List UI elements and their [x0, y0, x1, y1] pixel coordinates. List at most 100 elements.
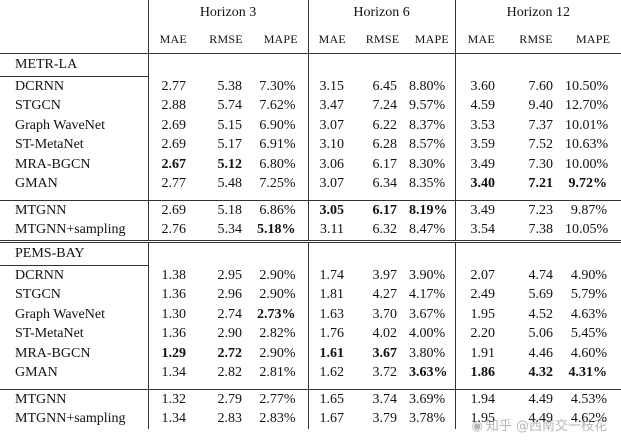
- metric-value: 2.83%: [254, 409, 309, 429]
- section-spacer: [455, 53, 508, 77]
- metric-value: 2.90%: [254, 265, 309, 286]
- section-title: METR-LA: [0, 53, 149, 77]
- metric-value: 1.32: [161, 391, 187, 407]
- gap-cell: [565, 194, 621, 201]
- metric-value: 7.38: [528, 222, 554, 238]
- metric-value: 8.30%: [409, 155, 456, 175]
- metric-value: 1.29: [161, 345, 187, 361]
- model-name: GMAN: [0, 363, 149, 383]
- metric-value: 8.35%: [409, 174, 456, 194]
- gap-cell: [507, 383, 566, 390]
- metric-value: 1.34: [161, 365, 187, 381]
- header-metric-row: MAE RMSE MAPE MAE RMSE MAPE MAE RMSE MAPE: [0, 26, 621, 54]
- model-name: MTGNN+sampling: [0, 220, 149, 242]
- metric-value: 1.63: [319, 306, 345, 322]
- metric-value: 2.90%: [254, 285, 309, 305]
- zhihu-logo-icon: ◉: [471, 419, 483, 434]
- metric-value: 3.47: [319, 98, 345, 114]
- metric-value: 1.30: [161, 306, 187, 322]
- metric-value: 6.17: [372, 202, 398, 218]
- metric-value: 3.49: [470, 202, 496, 218]
- metric-value: 1.95: [470, 411, 496, 427]
- metric-value: 4.31%: [568, 365, 608, 381]
- table-row: MTGNN 1.32 2.79 2.77% 1.65 3.74 3.69% 1.94 4.49 4…: [0, 389, 621, 410]
- model-name: Graph WaveNet: [0, 305, 149, 325]
- metric-value: 4.49: [528, 411, 554, 427]
- metric-value: 4.27: [372, 287, 398, 303]
- metric-value: 5.38: [217, 78, 243, 94]
- table-row: MRA-BGCN 1.29 2.72 2.90% 1.61 3.67 3.80% 1.91 4.…: [0, 344, 621, 364]
- table-row: Graph WaveNet 2.69 5.15 6.90% 3.07 6.22 8.37% 3…: [0, 116, 621, 136]
- header-metric: RMSE: [209, 32, 243, 46]
- model-name: MTGNN: [0, 200, 149, 221]
- metric-value: 1.76: [319, 326, 345, 342]
- header-metric: RMSE: [365, 32, 400, 46]
- metric-value: 3.07: [319, 117, 345, 133]
- metric-value: 1.95: [470, 306, 496, 322]
- metric-value: 3.67: [372, 345, 398, 361]
- metric-value: 1.74: [319, 267, 345, 283]
- metric-value: 3.79: [372, 411, 398, 427]
- section-spacer: [308, 240, 357, 266]
- metric-value: 6.91%: [254, 135, 309, 155]
- section-spacer: [198, 240, 254, 266]
- metric-value: 4.53%: [570, 391, 608, 407]
- metric-value: 9.40: [528, 98, 554, 114]
- model-name: MRA-BGCN: [0, 155, 149, 175]
- header-metric: MAPE: [409, 26, 456, 54]
- metric-value: 2.83: [217, 411, 243, 427]
- section-spacer: [356, 53, 410, 77]
- section-spacer: [308, 53, 357, 77]
- metric-value: 2.69: [161, 117, 187, 133]
- metric-value: 2.49: [470, 287, 496, 303]
- gap-cell: [409, 194, 456, 201]
- section-spacer: [356, 240, 410, 266]
- group-gap: [0, 194, 621, 201]
- metric-value: 3.97: [372, 267, 398, 283]
- metric-value: 3.49: [470, 156, 496, 172]
- metric-value: 3.67%: [409, 305, 456, 325]
- metric-value: 1.94: [470, 391, 496, 407]
- metric-value: 10.05%: [565, 222, 609, 238]
- model-name: MTGNN: [0, 389, 149, 410]
- model-name: STGCN: [0, 285, 149, 305]
- metric-value: 3.06: [319, 156, 345, 172]
- metric-value: 5.69: [528, 287, 554, 303]
- gap-cell: [356, 383, 410, 390]
- header-corner-bottom: [0, 26, 149, 54]
- metric-value: 6.17: [372, 156, 398, 172]
- metric-value: 2.90%: [254, 344, 309, 364]
- gap-cell: [455, 194, 508, 201]
- gap-cell: [148, 383, 198, 390]
- metric-value: 3.78%: [409, 409, 456, 429]
- metric-value: 2.69: [161, 137, 187, 153]
- gap-cell: [308, 383, 357, 390]
- metric-value: 5.06: [528, 326, 554, 342]
- gap-cell: [455, 383, 508, 390]
- metric-value: 7.52: [528, 137, 554, 153]
- table-row: MRA-BGCN 2.67 5.12 6.80% 3.06 6.17 8.30% 3.49 7.…: [0, 155, 621, 175]
- metric-value: 5.12: [217, 156, 243, 172]
- metric-value: 6.45: [372, 78, 398, 94]
- metric-value: 10.63%: [565, 137, 609, 153]
- metric-value: 1.61: [319, 345, 345, 361]
- section-header-row: PEMS-BAY: [0, 240, 621, 266]
- model-name: DCRNN: [0, 265, 149, 286]
- metric-value: 2.73%: [254, 305, 309, 325]
- metric-value: 8.80%: [409, 76, 456, 97]
- gap-cell: [148, 194, 198, 201]
- model-name: MRA-BGCN: [0, 344, 149, 364]
- metric-value: 1.62: [319, 365, 345, 381]
- gap-cell: [507, 194, 566, 201]
- model-name: ST-MetaNet: [0, 324, 149, 344]
- header-metric: MAPE: [254, 26, 309, 54]
- metric-value: 4.74: [528, 267, 554, 283]
- metric-value: 4.52: [528, 306, 554, 322]
- header-metric: MAE: [159, 32, 187, 46]
- metric-value: 3.40: [470, 176, 496, 192]
- metric-value: 2.72: [217, 345, 243, 361]
- metric-value: 5.45%: [570, 326, 608, 342]
- gap-cell: [198, 194, 254, 201]
- metric-value: 7.24: [372, 98, 398, 114]
- metric-value: 4.00%: [409, 324, 456, 344]
